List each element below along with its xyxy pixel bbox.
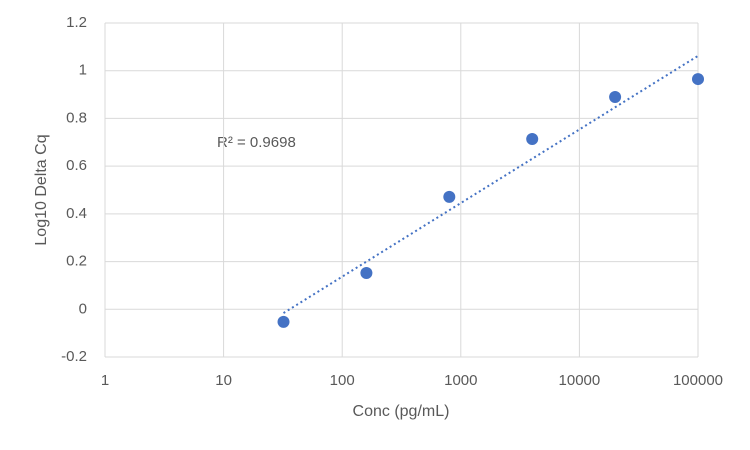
y-tick-label: 0.8 (66, 109, 87, 126)
x-tick-label: 100000 (673, 372, 723, 389)
point (609, 90, 622, 103)
annotation: R² = 0.9698 (217, 134, 296, 151)
x-tick-label: 100 (330, 372, 355, 389)
y-tick-label: 0.6 (66, 157, 87, 174)
y-tick-label: 1 (79, 62, 87, 79)
y-tick-label: 1.2 (66, 14, 87, 31)
point (360, 267, 373, 280)
x-tick-label: 1 (101, 372, 109, 389)
x-tick-label: 1000 (444, 372, 477, 389)
y-tick-label: -0.2 (61, 348, 87, 365)
point (526, 132, 539, 145)
y-axis-title: Log10 Delta Cq (33, 134, 50, 245)
point (692, 73, 704, 86)
x-axis-title: Conc (pg/mL) (353, 403, 450, 420)
x-tick-label: 10000 (559, 372, 601, 389)
y-tick-label: 0 (79, 300, 87, 317)
trendline (282, 55, 699, 314)
y-tick-label: 0.2 (66, 253, 87, 270)
point (277, 315, 290, 328)
point (443, 190, 456, 203)
x-tick-label: 10 (215, 372, 232, 389)
y-tick-label: 0.4 (66, 205, 87, 222)
